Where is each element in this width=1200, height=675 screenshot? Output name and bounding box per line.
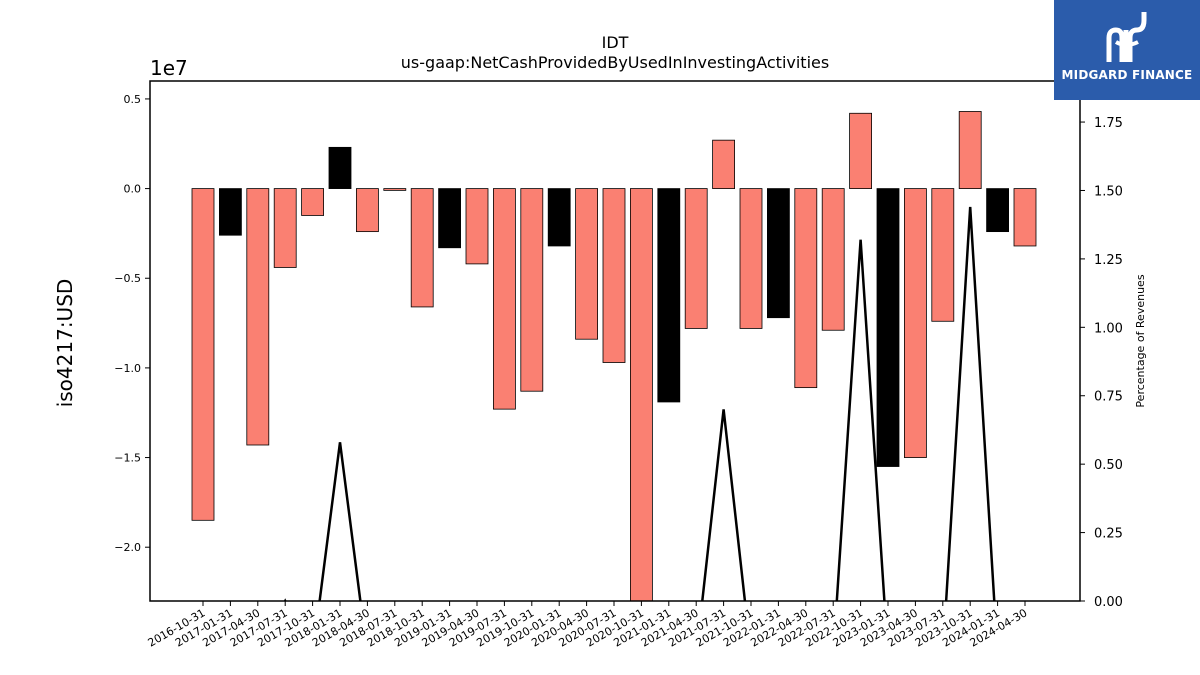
y-tick-label: −2.0 [114,541,141,554]
bar [547,188,571,247]
y2-tick-label: 1.25 [1094,253,1123,268]
bar [821,188,845,331]
bar [520,188,544,392]
bar [301,188,325,216]
bar [904,188,927,458]
bar [492,188,516,410]
logo-mark-icon [1106,12,1147,62]
bar [273,188,297,268]
bar [602,188,626,363]
bar [794,188,818,389]
bar [438,188,462,249]
bars [191,111,1037,601]
bar [465,188,489,265]
y-axis-label: iso4217:USD [53,279,77,408]
line-layer [283,206,996,601]
y-tick-label: 0.0 [124,183,142,196]
bar [986,188,1009,233]
y-tick-label: −1.5 [114,452,141,465]
logo-text: MIDGARD FINANCE [1061,68,1193,82]
bar [849,112,872,189]
bar [410,188,434,308]
plot-frame [149,80,1081,602]
y-ticks: 0.5 0.0 −0.5 −1.0 −1.5 −2.0 [114,93,150,554]
y2-tick-label: 0.25 [1094,527,1123,542]
bar [246,188,270,446]
y2-tick-label: 1.50 [1094,184,1123,199]
bar [876,188,900,467]
y2-tick-label: 1.75 [1094,116,1123,131]
bar [657,188,681,403]
y2-axis-label: Percentage of Revenues [1134,274,1147,407]
y2-tick-label: 0.75 [1094,390,1123,405]
y-tick-label: −1.0 [114,362,141,375]
y2-tick-label: 0.50 [1094,458,1123,473]
bar [712,139,735,189]
bar [931,188,955,322]
x-ticks: 2016-10-312017-01-312017-04-302017-07-31… [146,601,1030,650]
midgard-finance-logo: MIDGARD FINANCE [1054,0,1200,100]
bar [1013,188,1037,247]
y2-tick-label: 0.00 [1094,595,1123,610]
bar [218,188,242,236]
bar [684,188,708,329]
y-tick-label: −0.5 [114,272,141,285]
bar [355,188,379,233]
y-tick-label: 0.5 [124,93,142,106]
bar [191,188,215,521]
y-scale-label: 1e7 [150,56,188,80]
bar [958,111,982,189]
y2-tick-label: 1.00 [1094,321,1123,336]
bar [767,188,790,319]
bar [328,146,352,189]
revenue-percentage-line [283,206,996,601]
y2-ticks: 0.00 0.25 0.50 0.75 1.00 1.25 1.50 1.75 [1080,116,1123,610]
bar [383,188,407,191]
bar [739,188,763,329]
chart-subtitle: us-gaap:NetCashProvidedByUsedInInvesting… [401,53,829,72]
bar [575,188,598,340]
bar [630,188,653,601]
chart-title: IDT [602,33,629,52]
